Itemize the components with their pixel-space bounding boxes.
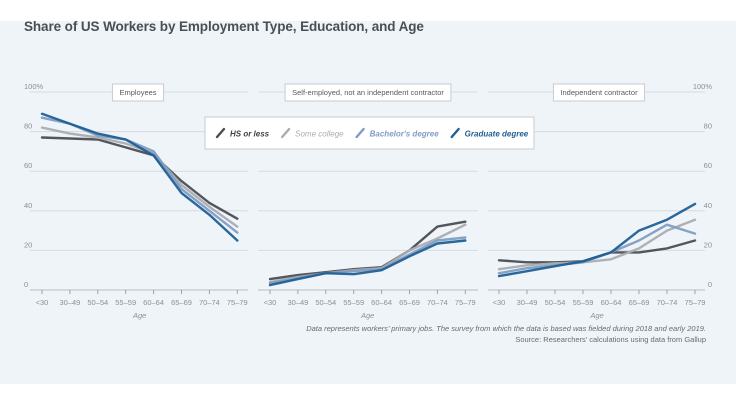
legend-label: Some college xyxy=(295,130,344,139)
series-line-graduate-degree xyxy=(40,112,239,242)
x-tick-label: 60–64 xyxy=(601,298,622,307)
y-tick-label: 20 xyxy=(24,240,32,249)
x-tick-label: 75–79 xyxy=(227,298,248,307)
chart-title: Share of US Workers by Employment Type, … xyxy=(24,19,424,34)
series-line-graduate-degree xyxy=(497,202,697,278)
series-line-hs-or-less xyxy=(497,239,697,264)
x-tick-label: 30–49 xyxy=(287,298,308,307)
panel-title-box xyxy=(284,83,452,102)
y-tick-label: 20 xyxy=(704,240,712,249)
y-tick-label: 60 xyxy=(704,161,712,170)
y-tick-label: 40 xyxy=(24,201,32,210)
x-tick-label: 65–69 xyxy=(171,298,192,307)
y-tick-label: 100% xyxy=(24,82,44,91)
x-tick-label: 55–59 xyxy=(115,298,136,307)
x-tick-label: 65–69 xyxy=(399,298,420,307)
y-tick-label: 40 xyxy=(704,201,712,210)
x-tick-label: 30–49 xyxy=(59,298,80,307)
legend-label: Bachelor's degree xyxy=(370,130,440,139)
legend-swatch xyxy=(355,127,365,139)
x-tick-label: 70–74 xyxy=(657,298,678,307)
x-axis-title: Age xyxy=(589,311,603,320)
panel-title: Self-employed, not an independent contra… xyxy=(292,88,444,97)
chart-note: Data represents workers’ primary jobs. T… xyxy=(306,324,706,333)
x-tick-label: <30 xyxy=(264,298,277,307)
chart-panel xyxy=(0,21,736,384)
panel-title: Employees xyxy=(119,88,156,97)
x-tick-label: 50–54 xyxy=(87,298,108,307)
y-tick-label: 0 xyxy=(708,280,712,289)
x-tick-label: <30 xyxy=(493,298,506,307)
x-tick-label: <30 xyxy=(36,298,49,307)
x-tick-label: 65–69 xyxy=(629,298,650,307)
x-tick-label: 75–79 xyxy=(455,298,476,307)
legend-swatch xyxy=(450,127,460,139)
panel-title: Independent contractor xyxy=(560,88,638,97)
x-tick-label: 55–59 xyxy=(573,298,594,307)
x-axis-title: Age xyxy=(132,311,146,320)
legend-swatch xyxy=(280,127,291,139)
series-line-some-college xyxy=(268,223,467,284)
panel-title-box xyxy=(552,83,646,102)
x-tick-label: 60–64 xyxy=(371,298,392,307)
y-tick-label: 60 xyxy=(24,161,32,170)
series-line-hs-or-less xyxy=(40,136,239,220)
x-tick-label: 70–74 xyxy=(199,298,220,307)
x-tick-label: 55–59 xyxy=(343,298,364,307)
legend-label: Graduate degree xyxy=(465,130,529,139)
x-axis-title: Age xyxy=(360,311,374,320)
x-tick-label: 70–74 xyxy=(427,298,448,307)
series-line-graduate-degree xyxy=(268,239,467,287)
legend-label: HS or less xyxy=(230,130,270,139)
x-tick-label: 50–54 xyxy=(315,298,336,307)
x-tick-label: 60–64 xyxy=(143,298,164,307)
x-tick-label: 75–79 xyxy=(685,298,706,307)
x-tick-label: 50–54 xyxy=(545,298,566,307)
y-tick-label: 100% xyxy=(693,82,713,91)
legend-box xyxy=(204,116,535,150)
chart-source: Source: Researchers’ calculations using … xyxy=(515,335,706,344)
y-tick-label: 0 xyxy=(24,280,28,289)
y-tick-label: 80 xyxy=(704,122,712,131)
legend-swatch xyxy=(215,127,226,139)
panel-title-box xyxy=(111,83,165,102)
y-tick-label: 80 xyxy=(24,122,32,131)
series-line-some-college xyxy=(497,218,697,271)
x-tick-label: 30–49 xyxy=(517,298,538,307)
